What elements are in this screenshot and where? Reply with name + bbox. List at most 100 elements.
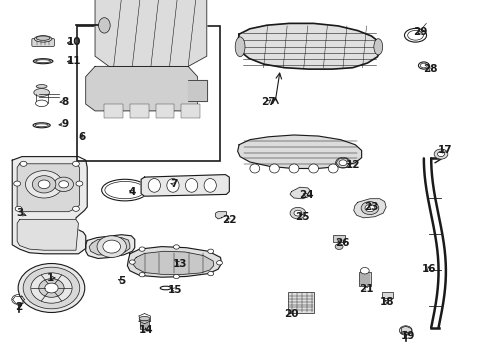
Text: 22: 22 [222, 215, 237, 225]
Circle shape [173, 245, 179, 249]
Circle shape [15, 206, 22, 211]
Text: 6: 6 [78, 132, 85, 142]
Circle shape [14, 181, 21, 186]
Circle shape [39, 279, 64, 297]
Ellipse shape [36, 100, 48, 107]
Circle shape [336, 157, 350, 168]
Bar [104, 104, 123, 118]
Circle shape [339, 160, 347, 166]
Circle shape [208, 249, 214, 253]
Polygon shape [141, 175, 229, 196]
Bar [130, 104, 148, 118]
Text: 25: 25 [295, 212, 310, 222]
Text: 11: 11 [67, 56, 82, 66]
Text: 20: 20 [284, 309, 299, 319]
Text: 18: 18 [380, 297, 394, 307]
Text: 26: 26 [335, 238, 349, 248]
Ellipse shape [36, 85, 47, 88]
Text: 12: 12 [345, 160, 360, 170]
Circle shape [59, 181, 69, 188]
Circle shape [54, 177, 74, 192]
Polygon shape [17, 220, 78, 250]
Text: 19: 19 [400, 330, 415, 341]
Bar [333, 235, 345, 242]
Circle shape [434, 149, 448, 159]
Text: 29: 29 [413, 27, 428, 37]
Circle shape [217, 261, 222, 265]
Circle shape [23, 267, 80, 309]
Text: 15: 15 [168, 285, 183, 295]
Circle shape [129, 260, 135, 264]
Ellipse shape [374, 39, 383, 55]
Text: 4: 4 [128, 186, 136, 197]
Polygon shape [188, 80, 207, 100]
Ellipse shape [185, 179, 198, 192]
Circle shape [38, 180, 50, 189]
Text: 23: 23 [364, 202, 379, 212]
Circle shape [294, 210, 302, 216]
Circle shape [76, 181, 83, 186]
Circle shape [290, 207, 306, 219]
Circle shape [73, 206, 79, 211]
Circle shape [103, 240, 121, 253]
Ellipse shape [36, 60, 50, 63]
Ellipse shape [328, 164, 338, 173]
Ellipse shape [420, 63, 427, 68]
Ellipse shape [408, 30, 423, 40]
Polygon shape [17, 164, 79, 212]
Text: 1: 1 [47, 273, 53, 283]
Ellipse shape [139, 316, 150, 321]
Ellipse shape [204, 179, 217, 192]
Bar [181, 104, 200, 118]
Circle shape [335, 244, 343, 249]
Ellipse shape [34, 89, 49, 96]
Text: 2: 2 [15, 302, 22, 312]
Text: 10: 10 [67, 37, 82, 48]
Circle shape [20, 161, 27, 166]
Text: 7: 7 [170, 179, 178, 189]
Ellipse shape [34, 36, 52, 42]
Circle shape [208, 271, 214, 276]
Circle shape [25, 171, 63, 198]
Ellipse shape [148, 179, 161, 192]
Text: 16: 16 [421, 264, 436, 274]
Polygon shape [127, 247, 221, 277]
Circle shape [73, 161, 79, 166]
Text: 5: 5 [118, 276, 125, 286]
Polygon shape [86, 66, 197, 111]
Bar [288, 292, 314, 313]
Polygon shape [95, 0, 207, 66]
Text: 28: 28 [423, 64, 438, 74]
Polygon shape [238, 135, 362, 168]
Ellipse shape [167, 179, 179, 192]
Ellipse shape [98, 18, 110, 33]
Bar [359, 272, 371, 286]
Text: 13: 13 [173, 258, 188, 269]
Polygon shape [238, 23, 381, 69]
Polygon shape [290, 187, 311, 199]
Circle shape [365, 204, 375, 212]
Circle shape [45, 283, 58, 293]
Text: 9: 9 [61, 119, 68, 129]
Bar [140, 319, 149, 329]
Bar [156, 104, 174, 118]
Ellipse shape [250, 164, 260, 173]
Bar [77, 26, 220, 161]
Text: 21: 21 [359, 284, 374, 294]
Ellipse shape [270, 164, 279, 173]
Text: 17: 17 [438, 145, 452, 156]
Circle shape [173, 274, 179, 279]
Circle shape [438, 152, 444, 157]
Circle shape [32, 176, 56, 193]
Circle shape [139, 247, 145, 251]
Circle shape [18, 264, 85, 312]
Circle shape [361, 202, 379, 215]
Text: 27: 27 [261, 96, 276, 107]
Polygon shape [86, 235, 135, 258]
Bar [382, 292, 393, 298]
Circle shape [139, 273, 145, 277]
Circle shape [360, 267, 369, 274]
Polygon shape [89, 238, 130, 255]
Ellipse shape [309, 164, 318, 173]
Ellipse shape [33, 59, 53, 64]
